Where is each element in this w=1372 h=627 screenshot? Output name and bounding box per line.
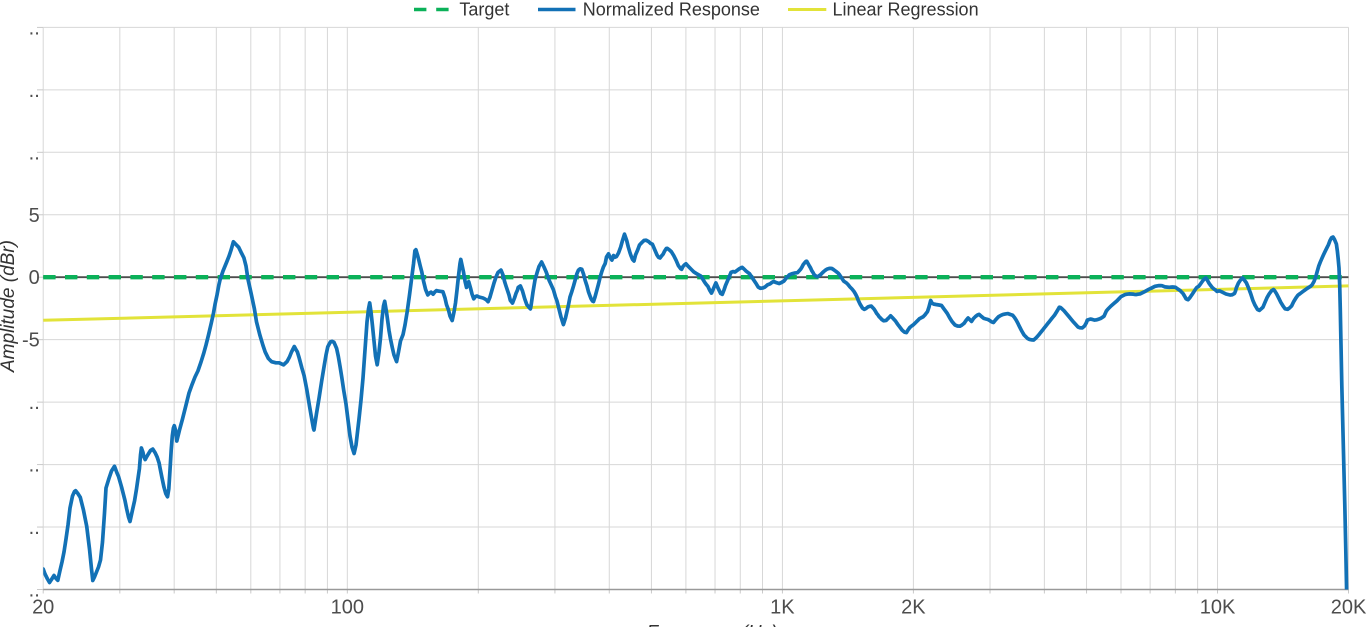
svg-text:-5: -5 xyxy=(22,330,40,352)
svg-text:100: 100 xyxy=(331,597,364,619)
svg-text:Frequency (Hz): Frequency (Hz) xyxy=(647,623,778,627)
svg-text:1K: 1K xyxy=(770,597,795,619)
svg-text:5: 5 xyxy=(29,205,40,227)
svg-text:..: .. xyxy=(29,80,40,102)
svg-text:Amplitude (dBr): Amplitude (dBr) xyxy=(0,240,19,373)
svg-text:..: .. xyxy=(29,17,40,39)
svg-text:0: 0 xyxy=(29,267,40,289)
svg-text:..: .. xyxy=(29,580,40,602)
svg-text:20: 20 xyxy=(32,597,54,619)
svg-text:Linear Regression: Linear Regression xyxy=(833,0,979,20)
svg-text:..: .. xyxy=(29,455,40,477)
svg-text:..: .. xyxy=(29,517,40,539)
svg-text:20K: 20K xyxy=(1331,597,1367,619)
svg-text:2K: 2K xyxy=(901,597,926,619)
svg-text:..: .. xyxy=(29,392,40,414)
svg-text:Normalized Response: Normalized Response xyxy=(583,0,760,20)
svg-text:10K: 10K xyxy=(1200,597,1236,619)
svg-text:..: .. xyxy=(29,142,40,164)
svg-text:Target: Target xyxy=(459,0,509,20)
